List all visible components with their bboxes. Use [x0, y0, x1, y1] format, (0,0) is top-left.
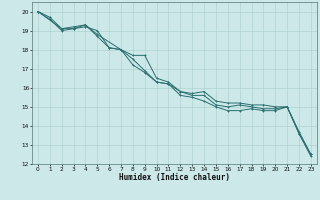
- X-axis label: Humidex (Indice chaleur): Humidex (Indice chaleur): [119, 173, 230, 182]
